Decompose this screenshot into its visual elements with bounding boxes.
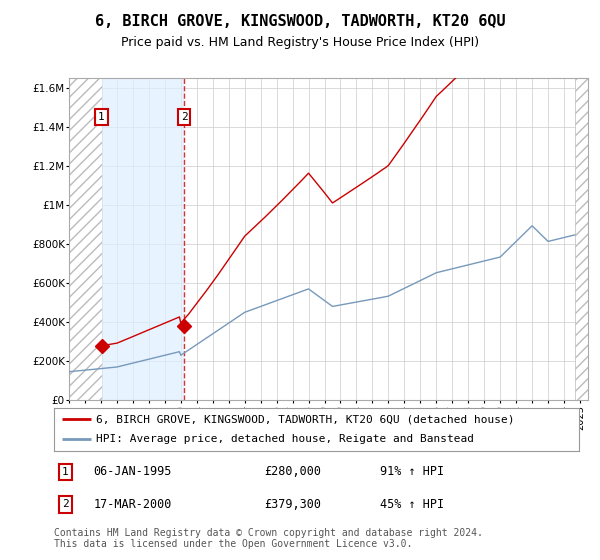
Text: 6, BIRCH GROVE, KINGSWOOD, TADWORTH, KT20 6QU (detached house): 6, BIRCH GROVE, KINGSWOOD, TADWORTH, KT2…: [96, 414, 515, 424]
Bar: [575, 78, 588, 400]
Bar: [69, 78, 101, 400]
Text: £379,300: £379,300: [264, 498, 321, 511]
Text: HPI: Average price, detached house, Reigate and Banstead: HPI: Average price, detached house, Reig…: [96, 434, 474, 444]
Text: 17-MAR-2000: 17-MAR-2000: [94, 498, 172, 511]
Text: £280,000: £280,000: [264, 465, 321, 478]
Bar: [101, 78, 184, 400]
Text: 6, BIRCH GROVE, KINGSWOOD, TADWORTH, KT20 6QU: 6, BIRCH GROVE, KINGSWOOD, TADWORTH, KT2…: [95, 14, 505, 29]
Text: 2: 2: [181, 112, 188, 122]
Text: 1: 1: [98, 112, 105, 122]
Text: Price paid vs. HM Land Registry's House Price Index (HPI): Price paid vs. HM Land Registry's House …: [121, 36, 479, 49]
Text: 1: 1: [62, 466, 69, 477]
Text: 45% ↑ HPI: 45% ↑ HPI: [380, 498, 443, 511]
Text: Contains HM Land Registry data © Crown copyright and database right 2024.
This d: Contains HM Land Registry data © Crown c…: [54, 528, 483, 549]
Text: 06-JAN-1995: 06-JAN-1995: [94, 465, 172, 478]
Text: 91% ↑ HPI: 91% ↑ HPI: [380, 465, 443, 478]
Text: 2: 2: [62, 500, 69, 510]
